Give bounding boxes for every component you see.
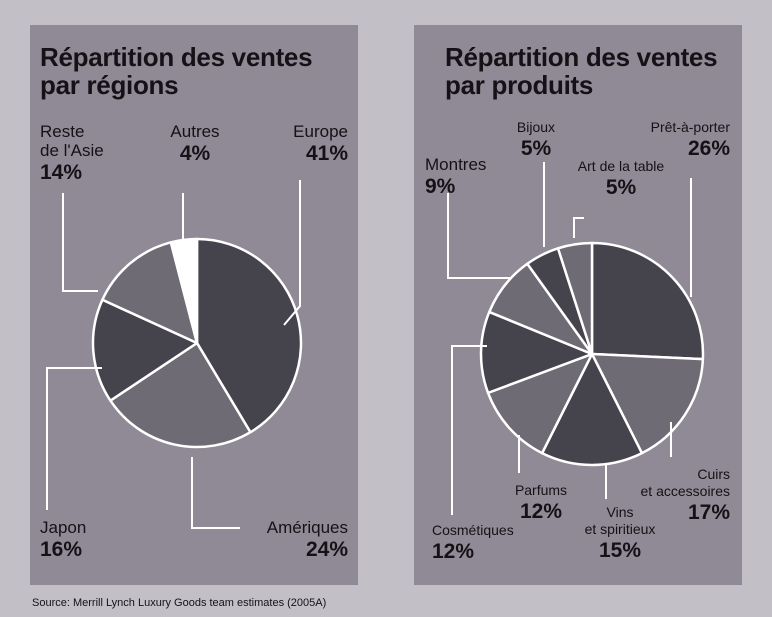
slice-value: 12%: [519, 500, 563, 523]
slice-value: 24%: [305, 538, 348, 561]
leader-line-europe: [283, 180, 301, 326]
chart-title-regions: Répartition des ventes par régions: [30, 43, 368, 99]
slice-name: Amériques: [266, 518, 348, 537]
leader-line-ameriques: [191, 457, 240, 529]
leader-line-art-de-la-table: [573, 217, 584, 238]
pie-slice-reste-de-l-asie: [101, 241, 199, 345]
slice-label-japon: Japon 16%: [40, 518, 86, 563]
leader-line-cosmetiques: [451, 345, 487, 515]
slice-label-pret-a-porter: Prêt-à-porter 26%: [651, 119, 730, 162]
pie-slice-pret-a-porter: [590, 241, 705, 361]
slice-label-parfums: Parfums 12%: [506, 482, 576, 525]
slice-value: 12%: [432, 540, 475, 563]
slice-name: Europe: [293, 122, 348, 141]
slice-label-cuirs: Cuirs et accessoires 17%: [641, 466, 730, 526]
slice-name: Art de la table: [577, 158, 665, 174]
slice-value: 9%: [425, 175, 456, 198]
chart-panel-regions: Répartition des ventes par régions Reste…: [30, 25, 358, 585]
chart-title-line: par produits: [445, 70, 594, 100]
slice-label-reste-asie: Reste de l'Asie 14%: [40, 122, 104, 186]
slice-name: et spiritieux: [584, 521, 656, 537]
slice-name: Japon: [40, 518, 87, 537]
slice-value: 41%: [305, 142, 348, 165]
slice-label-art-table: Art de la table 5%: [566, 158, 676, 201]
slice-name: Reste: [40, 122, 85, 141]
pie-slice-vins-et-spiritieux: [540, 352, 644, 467]
slice-name: Parfums: [514, 482, 568, 498]
pie-slice-parfums: [486, 352, 594, 455]
chart-title-produits: Répartition des ventes par produits: [414, 43, 772, 99]
source-note: Source: Merrill Lynch Luxury Goods team …: [32, 597, 327, 609]
slice-value: 26%: [687, 137, 730, 160]
slice-name: Montres: [425, 155, 487, 174]
slice-value: 16%: [40, 538, 83, 561]
pie-slice-cuirs-et-accessoires: [590, 352, 705, 455]
pie-slice-europe: [195, 237, 303, 434]
slice-label-vins: Vins et spiritieux 15%: [574, 504, 666, 564]
chart-panel-produits: Répartition des ventes par produits Mont…: [414, 25, 742, 585]
slice-name: Bijoux: [516, 119, 556, 135]
pie-slice-cosmetiques: [479, 310, 594, 395]
pie-slice-ameriques: [109, 341, 252, 449]
chart-title-line: Répartition des ventes: [445, 42, 718, 72]
slice-name: Prêt-à-porter: [650, 119, 730, 135]
chart-title-line: Répartition des ventes: [40, 42, 313, 72]
slice-value: 14%: [40, 161, 83, 184]
pie-chart-regions: [46, 180, 303, 529]
slice-name: et accessoires: [640, 483, 730, 499]
chart-title-line: par régions: [40, 70, 179, 100]
slice-name: Autres: [170, 122, 220, 141]
slice-label-ameriques: Amériques 24%: [267, 518, 348, 563]
slice-label-cosmetiques: Cosmétiques 12%: [432, 522, 514, 565]
leader-line-reste-de-l-asie: [62, 193, 98, 292]
slice-label-montres: Montres 9%: [425, 155, 486, 200]
leader-line-japon: [46, 367, 102, 510]
slice-name: Cosmétiques: [432, 522, 514, 538]
slice-name: Cuirs: [697, 466, 730, 482]
slice-name: Vins: [606, 504, 634, 520]
slice-value: 4%: [179, 142, 211, 165]
slice-label-autres: Autres 4%: [158, 122, 232, 167]
slice-value: 17%: [687, 501, 730, 524]
pie-slice-art-de-la-table: [556, 241, 594, 356]
slice-label-bijoux: Bijoux 5%: [506, 119, 566, 162]
slice-name: de l'Asie: [40, 141, 104, 160]
slice-value: 5%: [520, 137, 552, 160]
slice-label-europe: Europe 41%: [293, 122, 348, 167]
pie-slice-japon: [91, 298, 199, 402]
leader-line-montres: [447, 193, 510, 279]
slice-value: 15%: [598, 539, 642, 562]
pie-chart-produits: [447, 162, 705, 515]
slice-value: 5%: [605, 176, 637, 199]
